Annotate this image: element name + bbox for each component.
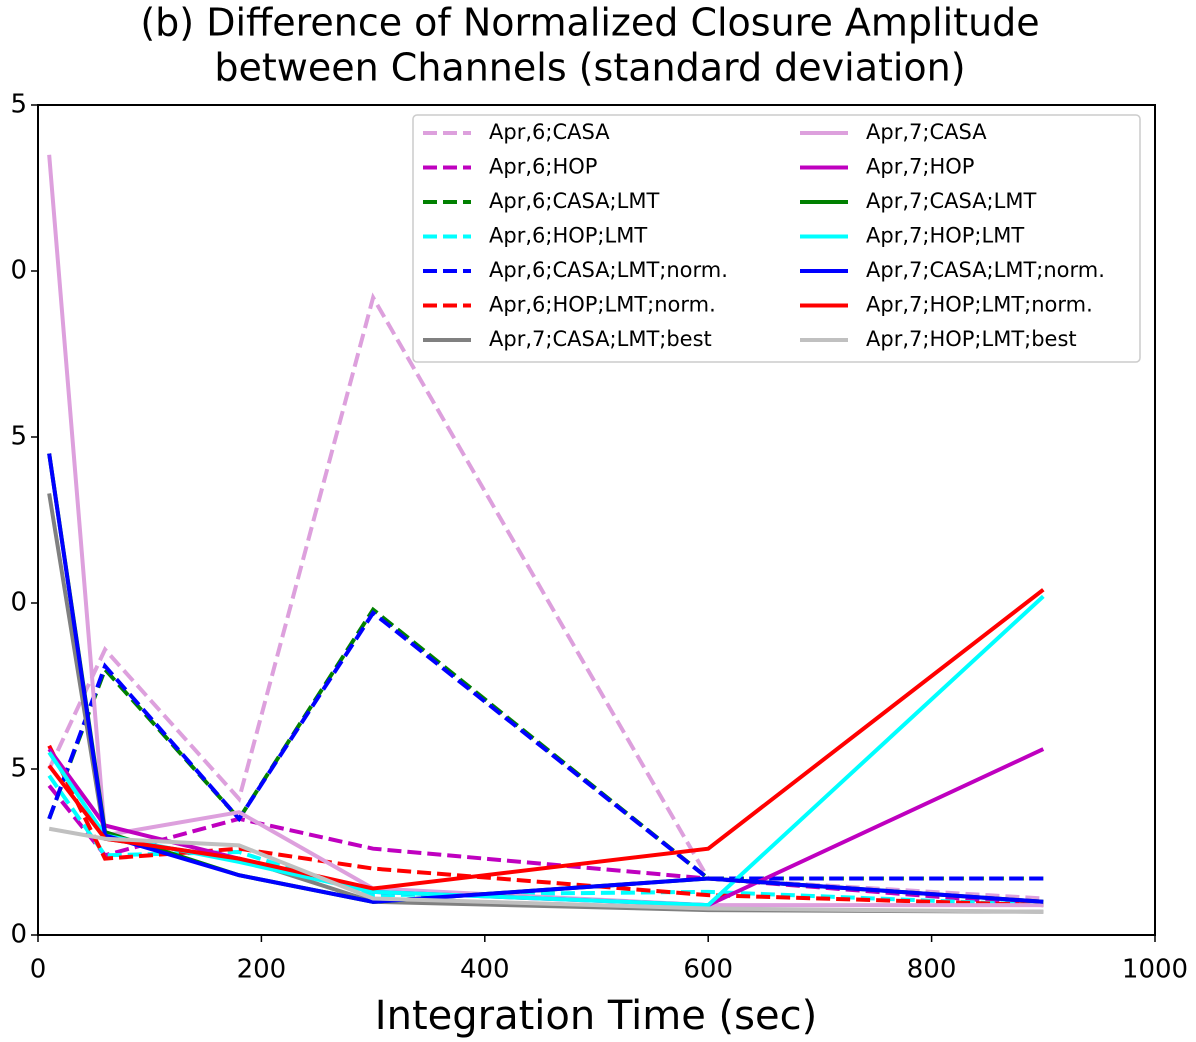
series-line — [47, 154, 1044, 908]
series-line — [47, 453, 1044, 904]
legend-label: Apr,6;HOP;LMT — [489, 224, 647, 248]
legend-label: Apr,6;HOP;LMT;norm. — [489, 293, 716, 317]
x-tick-label: 0 — [30, 955, 47, 985]
legend-label: Apr,7;HOP — [866, 155, 974, 179]
y-tick-label: 5 — [10, 422, 27, 452]
legend-label: Apr,6;CASA — [489, 120, 610, 144]
series-line — [47, 453, 1044, 904]
chart-title: between Channels (standard deviation) — [214, 46, 965, 90]
legend-label: Apr,7;CASA;LMT;norm. — [866, 258, 1105, 282]
y-tick-label: 5 — [10, 90, 27, 120]
chart-title: (b) Difference of Normalized Closure Amp… — [140, 1, 1039, 45]
x-axis-label: Integration Time (sec) — [375, 993, 817, 1039]
legend-label: Apr,7;HOP;LMT — [866, 224, 1024, 248]
legend-label: Apr,6;CASA;LMT — [489, 189, 659, 213]
y-tick-label: 0 — [10, 256, 27, 286]
y-tick-label: 0 — [10, 588, 27, 618]
series-line — [47, 292, 1044, 901]
series-line — [47, 744, 1044, 908]
legend-label: Apr,7;HOP;LMT;best — [866, 327, 1077, 351]
series-line — [47, 606, 1044, 881]
legend-label: Apr,6;CASA;LMT;norm. — [489, 258, 728, 282]
legend-label: Apr,7;CASA;LMT — [866, 189, 1036, 213]
legend-label: Apr,7;CASA — [866, 120, 987, 144]
series-line — [47, 594, 1045, 908]
legend-label: Apr,6;HOP — [489, 155, 597, 179]
x-tick-label: 400 — [460, 955, 510, 985]
plot-frame — [37, 104, 1156, 936]
y-tick-label: 0 — [10, 920, 27, 950]
legend-label: Apr,7;CASA;LMT;best — [489, 327, 712, 351]
x-tick-label: 800 — [907, 955, 957, 985]
x-tick-label: 200 — [237, 955, 287, 985]
series-line — [48, 826, 1044, 914]
y-tick-label: 5 — [10, 754, 27, 784]
x-tick-label: 600 — [683, 955, 733, 985]
legend-label: Apr,7;HOP;LMT;norm. — [866, 293, 1093, 317]
series-line — [47, 610, 1044, 881]
legend-box — [412, 114, 1141, 363]
x-tick-label: 1000 — [1122, 955, 1188, 985]
series-line — [47, 784, 1044, 908]
series-line — [47, 774, 1044, 908]
